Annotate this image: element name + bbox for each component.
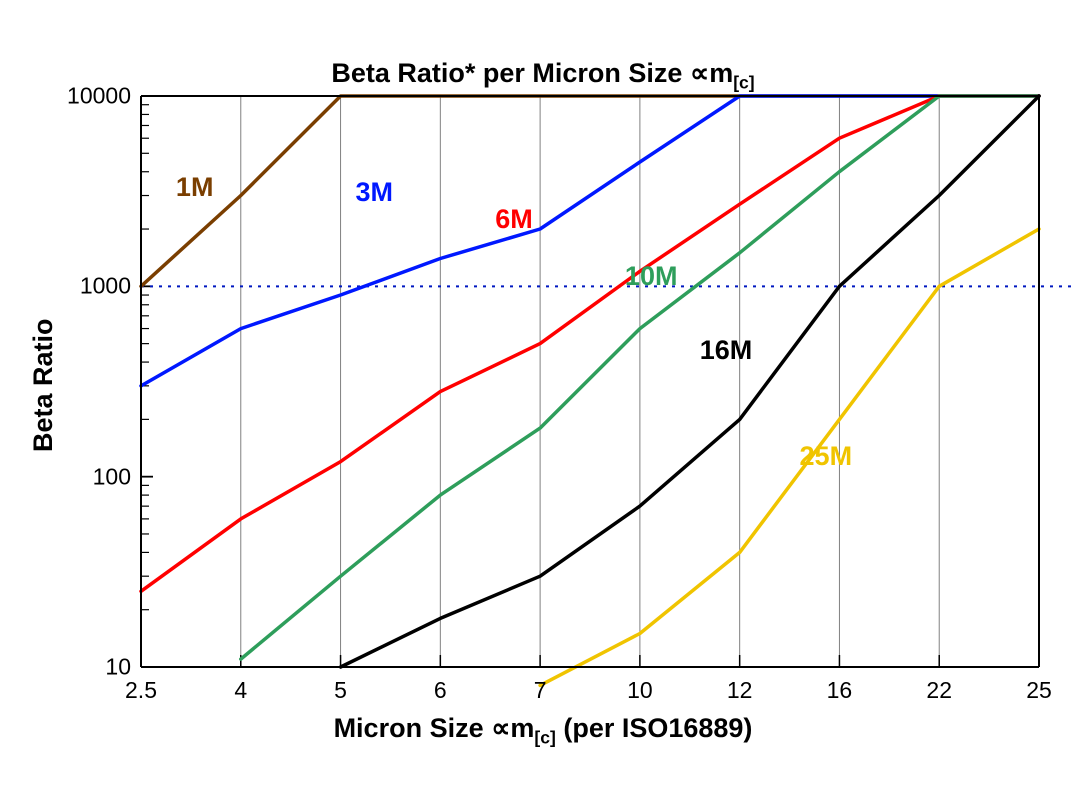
x-tick-label: 12 (727, 677, 753, 704)
x-tick-label: 10 (627, 677, 653, 704)
x-tick-label: 16 (827, 677, 853, 704)
x-tick-label: 22 (926, 677, 952, 704)
x-tick-label: 25 (1026, 677, 1052, 704)
y-tick-label: 10 (41, 654, 131, 681)
series-25M (540, 229, 1039, 685)
series-label-6M: 6M (495, 204, 533, 235)
x-tick-label: 6 (434, 677, 447, 704)
series-16M (341, 96, 1039, 667)
series-3M (141, 96, 1039, 386)
x-axis-label: Micron Size ∝m[c] (per ISO16889) (0, 713, 1086, 748)
series-label-25M: 25M (800, 441, 853, 472)
y-axis-label: Beta Ratio (28, 318, 59, 452)
series-label-16M: 16M (700, 335, 753, 366)
beta-ratio-chart: Beta Ratio* per Micron Size ∝m[c] Micron… (0, 0, 1086, 786)
x-tick-label: 5 (334, 677, 347, 704)
series-label-10M: 10M (625, 261, 678, 292)
series-label-3M: 3M (356, 177, 394, 208)
x-tick-label: 4 (234, 677, 247, 704)
chart-title: Beta Ratio* per Micron Size ∝m[c] (0, 58, 1086, 93)
series-label-1M: 1M (176, 172, 214, 203)
x-tick-label: 2.5 (125, 677, 157, 704)
x-tick-label: 7 (534, 677, 547, 704)
y-tick-label: 10000 (41, 83, 131, 110)
y-tick-label: 1000 (41, 273, 131, 300)
y-tick-label: 100 (41, 463, 131, 490)
series-6M (141, 96, 1039, 591)
